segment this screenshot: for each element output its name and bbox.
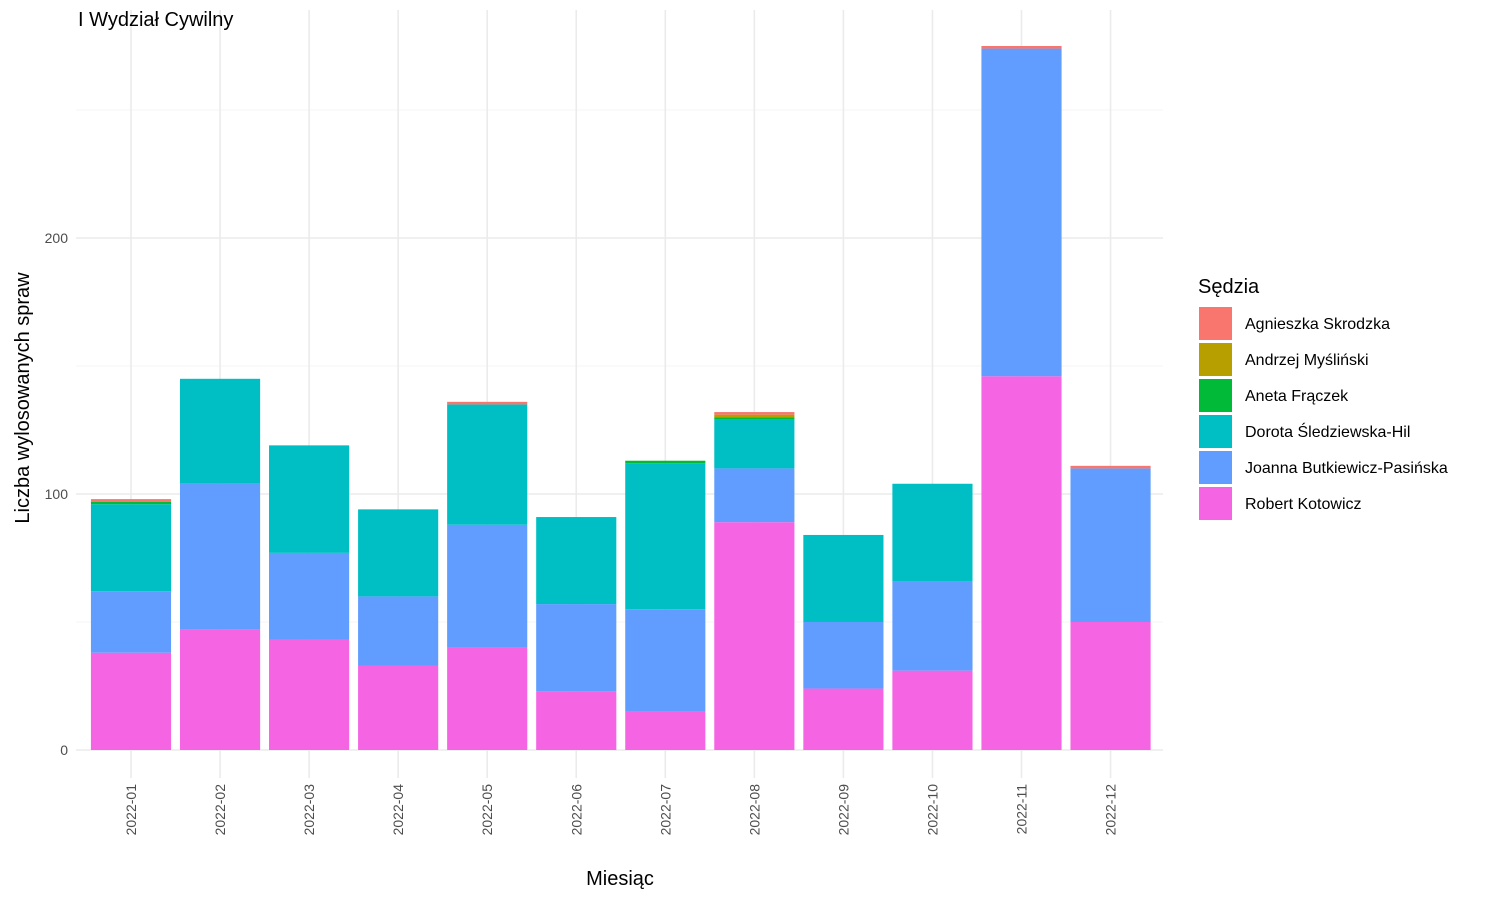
x-tick-label: 2022-10 xyxy=(924,784,940,836)
bar-segment xyxy=(179,629,261,750)
bar-segment xyxy=(536,517,617,605)
bar-segment xyxy=(803,688,884,750)
legend-title: Sędzia xyxy=(1198,276,1260,298)
bar-segment xyxy=(269,552,350,640)
bar-segment xyxy=(536,691,617,750)
bars xyxy=(90,46,1151,750)
x-tick-label: 2022-02 xyxy=(212,784,228,836)
bar-segment xyxy=(714,419,795,469)
x-tick-label: 2022-07 xyxy=(657,784,673,836)
bar-segment xyxy=(90,499,172,502)
bar-segment xyxy=(447,404,528,525)
bar-segment xyxy=(981,376,1062,750)
x-tick-label: 2022-09 xyxy=(835,784,851,836)
bar-segment xyxy=(179,378,261,484)
legend-key xyxy=(1199,307,1232,340)
bar-segment xyxy=(803,534,884,622)
bar-segment xyxy=(625,463,706,610)
x-tick-label: 2022-06 xyxy=(568,784,584,836)
legend-key xyxy=(1199,451,1232,484)
bar-segment xyxy=(981,46,1062,49)
bar-segment xyxy=(1070,465,1151,469)
bar-segment xyxy=(90,591,172,653)
y-tick-label: 0 xyxy=(60,742,68,758)
bar-segment xyxy=(625,609,706,712)
bar-segment xyxy=(714,417,795,420)
bar-segment xyxy=(179,483,261,630)
y-tick-label: 200 xyxy=(45,230,69,246)
legend-key xyxy=(1199,343,1232,376)
bar-segment xyxy=(90,501,172,505)
bar-segment xyxy=(447,401,528,405)
bar-segment xyxy=(892,670,973,750)
legend-key xyxy=(1199,487,1232,520)
bar-segment xyxy=(90,652,172,750)
x-tick-label: 2022-04 xyxy=(390,784,406,836)
x-tick-label: 2022-12 xyxy=(1103,784,1119,836)
bar-segment xyxy=(1070,468,1151,622)
legend-label: Andrzej Myśliński xyxy=(1245,352,1369,369)
bar-segment xyxy=(892,581,973,671)
bar-segment xyxy=(269,639,350,750)
bar-segment xyxy=(1070,622,1151,750)
x-tick-label: 2022-03 xyxy=(301,784,317,836)
bar-segment xyxy=(714,414,795,418)
legend-items: Agnieszka Skrodzka Andrzej Myśliński Aneta… xyxy=(1199,307,1448,520)
legend-label: Dorota Śledziewska-Hil xyxy=(1245,422,1410,441)
legend-key xyxy=(1199,379,1232,412)
y-tick-label: 100 xyxy=(45,486,69,502)
x-axis-ticks: 2022-01 2022-02 2022-03 2022-04 2022-05 2022-… xyxy=(123,784,1119,836)
x-tick-label: 2022-05 xyxy=(479,784,495,836)
x-tick-label: 2022-11 xyxy=(1014,784,1030,835)
x-axis-title: Miesiąc xyxy=(586,868,654,890)
legend-key xyxy=(1199,415,1232,448)
bar-segment xyxy=(358,596,439,666)
bar-segment xyxy=(981,48,1062,377)
legend: Sędzia Agnieszka Skrodzka Andrzej Myślińs… xyxy=(1198,276,1448,520)
legend-label: Robert Kotowicz xyxy=(1245,496,1362,513)
bar-segment xyxy=(90,504,172,592)
y-axis-title: Liczba wylosowanych spraw xyxy=(12,272,34,524)
bar-segment xyxy=(536,604,617,692)
bar-segment xyxy=(714,468,795,523)
bar-segment xyxy=(714,522,795,750)
bar-segment xyxy=(358,509,439,597)
bar-segment xyxy=(447,647,528,750)
y-axis-ticks: 0 100 200 xyxy=(45,230,69,758)
legend-label: Aneta Frączek xyxy=(1245,388,1349,405)
bar-segment xyxy=(803,622,884,689)
bar-segment xyxy=(625,711,706,750)
x-tick-label: 2022-08 xyxy=(746,784,762,836)
legend-label: Agnieszka Skrodzka xyxy=(1245,316,1390,333)
bar-segment xyxy=(447,524,528,648)
bar-segment xyxy=(625,460,706,464)
bar-segment xyxy=(269,445,350,553)
bar-segment xyxy=(892,483,973,582)
bar-segment xyxy=(714,412,795,415)
bar-segment xyxy=(358,665,439,750)
legend-label: Joanna Butkiewicz-Pasińska xyxy=(1245,460,1448,477)
x-tick-label: 2022-01 xyxy=(123,784,139,836)
chart-title: I Wydział Cywilny xyxy=(78,9,233,31)
